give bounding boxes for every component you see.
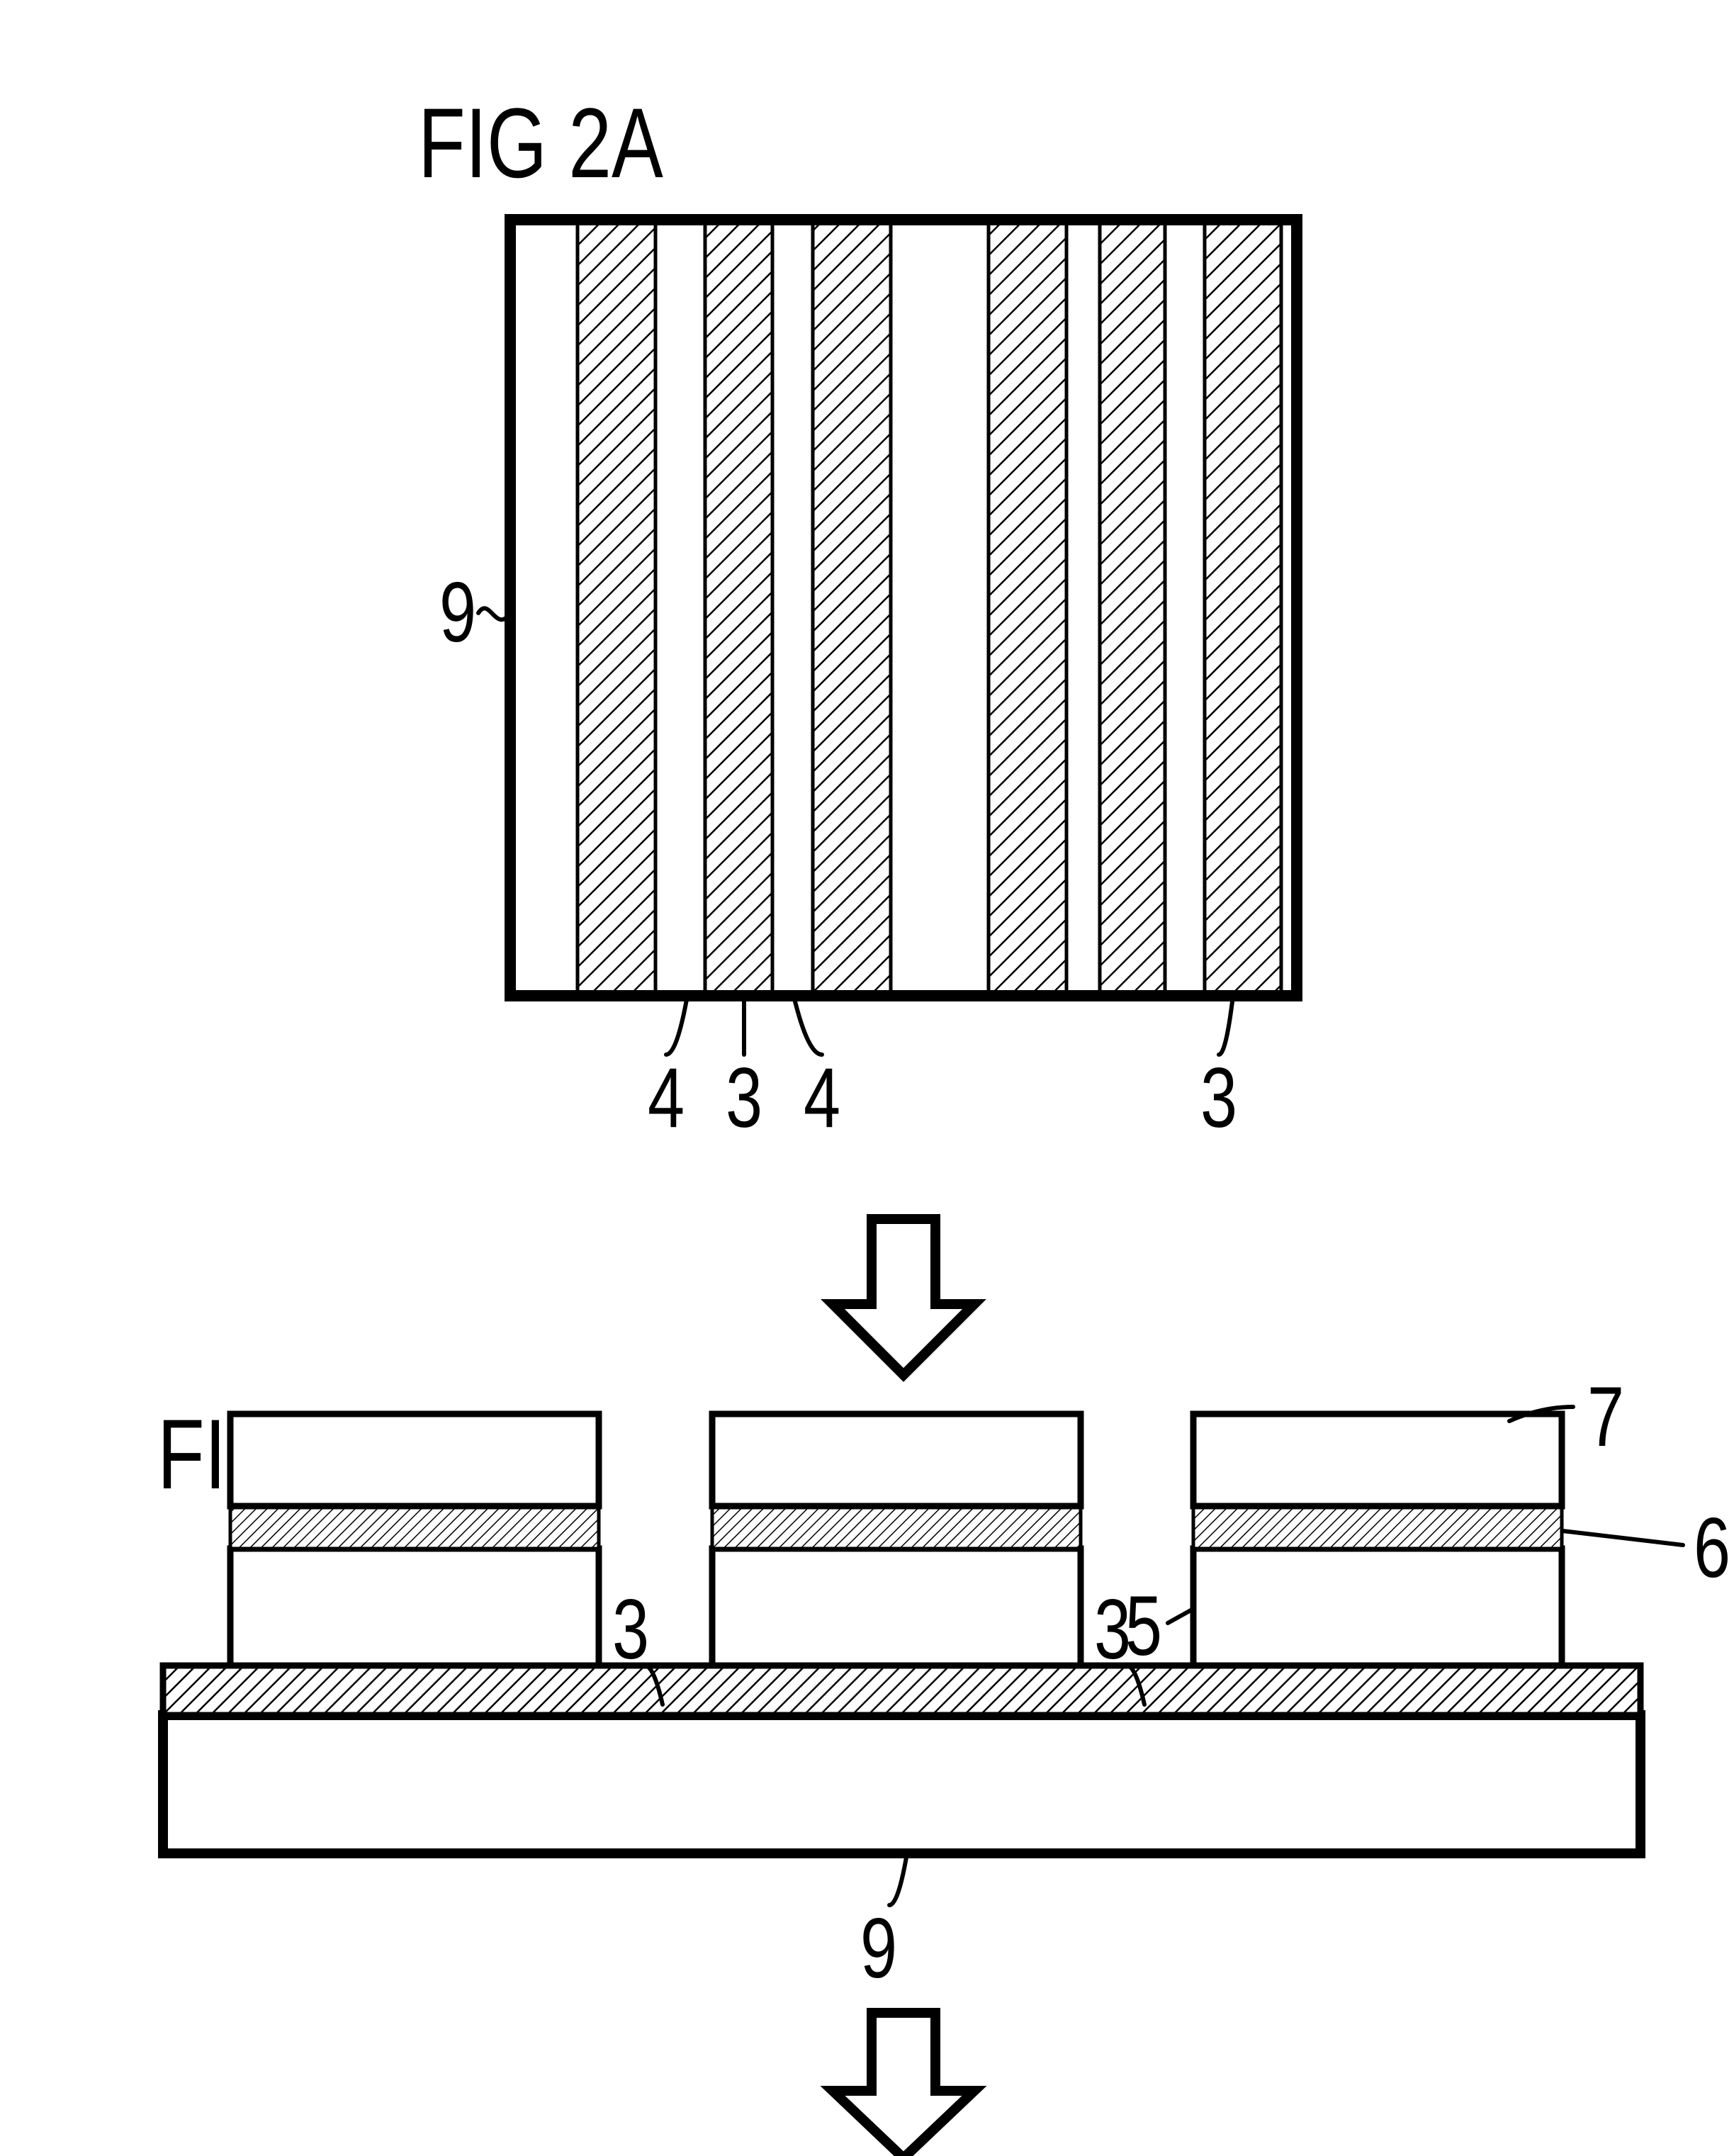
fig2a-stripe [1100, 220, 1165, 996]
fig2b-mesa-top [712, 1414, 1081, 1506]
fig2a-title: FIG 2A [418, 87, 663, 198]
fig2b-substrate [163, 1715, 1640, 1853]
fig2b-mesa-mid [230, 1506, 599, 1549]
fig2b-mesa-mid [712, 1506, 1081, 1549]
fig2a-label-9: 9 [439, 565, 476, 660]
fig2b-mesa-top [230, 1414, 599, 1506]
fig2a-stripe [989, 220, 1066, 996]
fig2b-label-7: 7 [1587, 1369, 1624, 1464]
fig2b-mesa-body [1193, 1549, 1562, 1666]
fig2a-stripe [578, 220, 655, 996]
diagram-stage: FIG 2A94343FIG 2B765339 [0, 0, 1734, 2156]
fig2b-label-3: 3 [1094, 1582, 1131, 1677]
fig2a-label-4: 4 [648, 1050, 685, 1145]
fig2b-label-9: 9 [860, 1901, 897, 1996]
fig2a-label-3: 3 [1200, 1050, 1237, 1145]
fig2b-mesa-body [230, 1549, 599, 1666]
fig2b-mesa-body [712, 1549, 1081, 1666]
fig2b-mesa-mid [1193, 1506, 1562, 1549]
fig2a-stripe [705, 220, 772, 996]
fig2b-slab [163, 1666, 1640, 1715]
fig2b-label-3: 3 [612, 1582, 649, 1677]
fig2b-label-6: 6 [1694, 1500, 1730, 1595]
fig2a-stripe [813, 220, 891, 996]
fig2a-label-3: 3 [726, 1050, 762, 1145]
fig2b-mesa-top [1193, 1414, 1562, 1506]
fig2a-stripe [1205, 220, 1281, 996]
fig2a-label-4: 4 [804, 1050, 840, 1145]
